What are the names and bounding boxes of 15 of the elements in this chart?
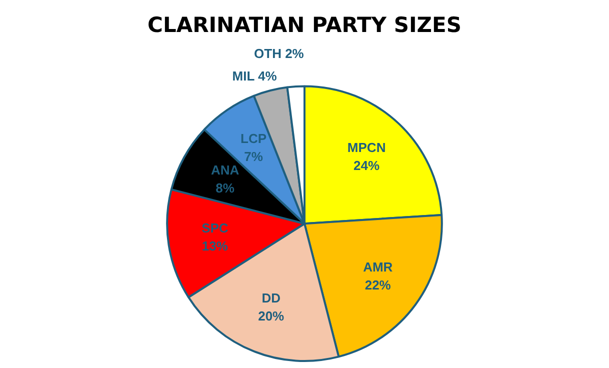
- data-label: 13%: [202, 238, 228, 254]
- slice-label: MIL 4%: [232, 68, 278, 84]
- data-label: 20%: [258, 308, 285, 324]
- data-label: 8%: [216, 180, 235, 196]
- data-label: 24%: [354, 158, 380, 174]
- slice-label: MPCN: [347, 140, 386, 156]
- data-label: 22%: [364, 277, 392, 292]
- slice-label: ANA: [210, 162, 240, 178]
- chart-title: CLARINATIAN PARTY SIZES: [148, 13, 462, 38]
- slice-label: SPC: [202, 220, 229, 236]
- slice-label: LCP: [240, 131, 267, 146]
- data-label: 7%: [244, 149, 264, 164]
- slice-label: DD: [262, 290, 281, 306]
- slice-label: AMR: [363, 259, 394, 274]
- slice-label: OTH 2%: [254, 46, 304, 62]
